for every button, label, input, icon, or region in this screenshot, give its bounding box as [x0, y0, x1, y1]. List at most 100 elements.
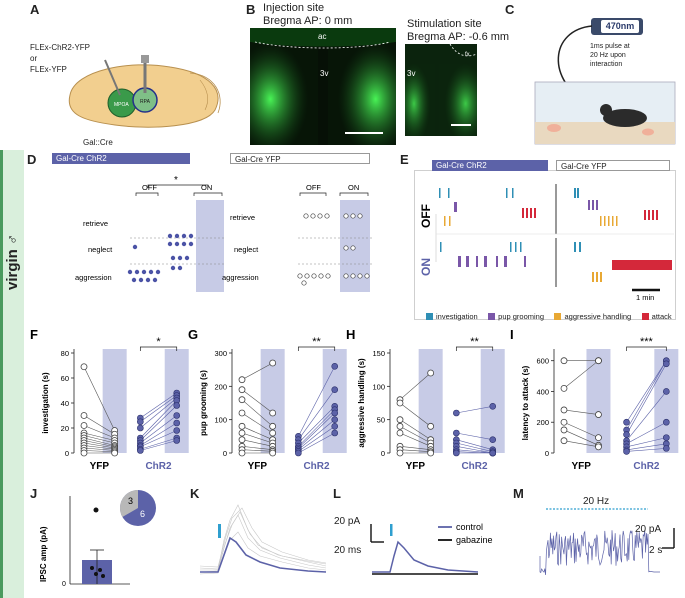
- sig-marker-H: **: [470, 336, 479, 348]
- group-label-chr2-H: ChR2: [461, 461, 488, 472]
- yfp-pair-line-F-7: [83, 442, 115, 449]
- ytick-label-G-3: 300: [214, 349, 227, 358]
- construct-or: or: [30, 54, 38, 63]
- ytick-label-H-0: 0: [381, 449, 385, 458]
- yfp-on-point-I-2: [595, 411, 602, 418]
- chr2-pair-line-G-6: [298, 426, 335, 452]
- stim-protocol: 1ms pulse at 20 Hz upon interaction: [590, 42, 630, 69]
- yfp-pair-line-F-9: [83, 447, 115, 451]
- panel-l-traces: control gabazine: [370, 522, 493, 575]
- yfp-pair-line-I-2: [563, 409, 599, 415]
- ytick-label-G-1: 100: [214, 416, 227, 425]
- m-scale-pa: 20 pA: [635, 524, 662, 535]
- yfp-pair-line-H-1: [399, 402, 431, 427]
- j-cell-dots: [90, 507, 105, 578]
- yfp-pair-line-G-4: [241, 426, 273, 440]
- chr2-on-point-I-2: [663, 360, 670, 368]
- yfp-pair-line-H-4: [399, 432, 431, 447]
- sig-bracket-F: [139, 346, 178, 351]
- sig-marker-I: ***: [640, 336, 654, 348]
- panel-k-traces: [199, 504, 327, 575]
- yfp-off-point-G-9: [238, 449, 246, 457]
- chr2-pair-line-F-0: [140, 392, 177, 419]
- virgin-strip: [0, 150, 24, 598]
- sig-bracket-I: [626, 346, 667, 351]
- ytick-label-H-2: 100: [372, 382, 385, 391]
- yfp-pair-line-F-5: [83, 437, 115, 446]
- m-scale-s: 2 s: [649, 545, 663, 556]
- cre-line-label: Gal::Cre: [83, 138, 113, 147]
- legend-investigation: investigation: [426, 312, 478, 321]
- yfp-off-point-G-1: [238, 386, 246, 394]
- injection-micrograph: ac 3v: [250, 28, 396, 145]
- yfp-off-point-H-7: [396, 449, 404, 457]
- m-current-trace: [539, 529, 660, 576]
- group-label-chr2-G: ChR2: [303, 461, 330, 472]
- chr2-pair-line-G-4: [298, 412, 335, 449]
- yfp-pair-line-G-8: [241, 449, 273, 452]
- ytick-label-G-0: 0: [223, 449, 227, 458]
- ylabel-I: latency to attack (s): [521, 365, 530, 440]
- yfp-off-point-G-6: [238, 436, 246, 444]
- stim-protocol-line3: interaction: [590, 61, 623, 68]
- chr2-off-point-I-2: [623, 431, 630, 438]
- yfp-off-point-G-3: [238, 409, 246, 417]
- group-label-yfp-G: YFP: [248, 461, 268, 472]
- ytick-label-F-3: 60: [61, 374, 69, 383]
- yfp-off-point-H-3: [396, 422, 404, 430]
- yfp-off-point-G-2: [238, 396, 246, 404]
- panel-label-H: H: [346, 327, 355, 342]
- d-chr2-header: Gal-Cre ChR2: [52, 153, 190, 164]
- ylabel-G: pup grooming (s): [199, 370, 208, 436]
- construct-chr2: FLEx-ChR2-YFP: [30, 43, 91, 52]
- k-average-trace: [200, 536, 327, 573]
- yfp-on-point-G-3: [269, 429, 277, 437]
- chr2-pair-line-F-1: [140, 395, 177, 422]
- e-chr2-header: Gal-Cre ChR2: [432, 160, 548, 171]
- chr2-pair-line-I-5: [626, 437, 667, 448]
- sig-bracket-H: [455, 346, 494, 351]
- panel-c-label: C: [505, 2, 515, 17]
- chr2-pair-line-H-4: [456, 446, 493, 454]
- panel-k-label: K: [190, 486, 200, 501]
- panel-label-I: I: [510, 327, 514, 342]
- chr2-pair-line-F-6: [140, 422, 177, 446]
- yfp-off-point-I-3: [560, 418, 568, 426]
- yfp-pair-line-G-2: [241, 399, 273, 427]
- d-row-neglect: neglect: [88, 245, 113, 254]
- yfp-pair-line-F-6: [83, 440, 115, 448]
- l-legend-gabazine: gabazine: [456, 535, 493, 545]
- e-yfp-off-events: [574, 188, 658, 226]
- d-yfp-header: Gal-Cre YFP: [230, 153, 370, 164]
- injection-site-line2: Bregma AP: 0 mm: [263, 15, 353, 27]
- d-yfp-off-label: OFF: [306, 183, 321, 192]
- d-yfp-on-label: ON: [348, 183, 359, 192]
- d-sig-marker: *: [174, 175, 178, 186]
- yfp-pair-line-F-0: [83, 366, 115, 431]
- legend-pup-grooming-text: pup grooming: [498, 312, 545, 321]
- yfp-off-point-H-2: [396, 416, 404, 424]
- chr2-pair-line-G-7: [298, 432, 335, 454]
- yfp-pair-line-F-1: [83, 415, 115, 435]
- yfp-pair-line-G-1: [241, 389, 273, 414]
- yfp-pair-line-H-0: [399, 372, 431, 400]
- l-legend-control: control: [456, 522, 483, 532]
- panel-m-trace: [539, 508, 675, 576]
- ytick-label-F-0: 0: [65, 449, 69, 458]
- yfp-pair-line-I-4: [563, 429, 599, 446]
- ytick-label-F-1: 20: [61, 424, 69, 433]
- yfp-off-point-F-1: [80, 412, 88, 419]
- e-yfp-header: Gal-Cre YFP: [556, 160, 670, 171]
- m-freq-label: 20 Hz: [583, 496, 610, 507]
- sig-marker-F: *: [156, 336, 161, 348]
- yfp-pair-line-I-5: [563, 440, 599, 448]
- mpoa-label: MPOA: [114, 102, 129, 108]
- ytick-label-H-3: 150: [372, 349, 385, 358]
- yfp-off-point-G-5: [238, 429, 246, 437]
- behavior-setup-illustration: [534, 25, 676, 145]
- fx-label: fx: [465, 52, 470, 58]
- chr2-pair-line-H-5: [456, 449, 493, 454]
- e-on-label: ON: [419, 258, 433, 276]
